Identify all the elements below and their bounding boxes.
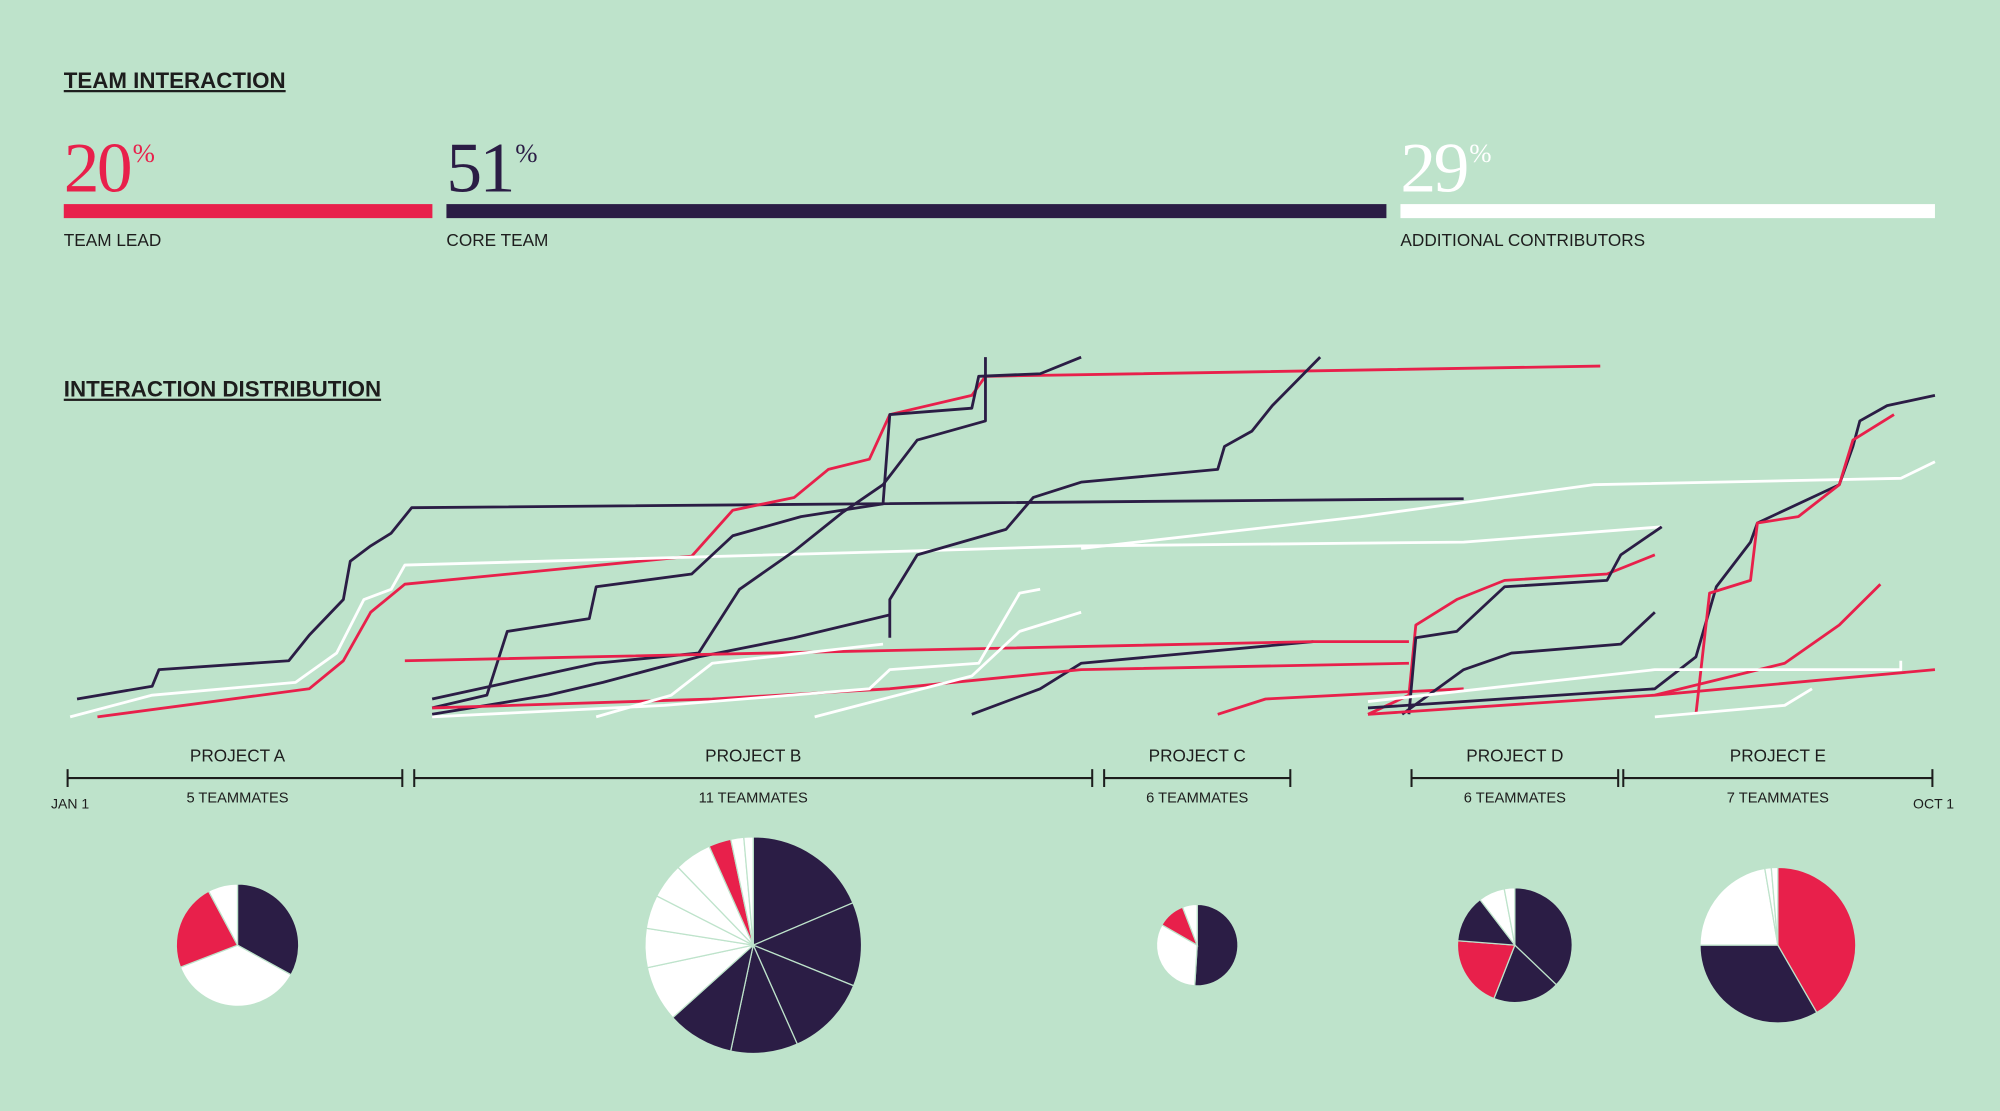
pie-slice [1699, 867, 1779, 946]
pie-slice [1699, 944, 1818, 1024]
interaction-line [1367, 668, 1936, 716]
project-name: PROJECT A [190, 745, 286, 765]
teammate-count: 7 TEAMMATES [1727, 790, 1829, 806]
pie-slice [1777, 866, 1857, 1014]
teammate-count: 11 TEAMMATES [699, 790, 808, 806]
share-bar [446, 204, 1387, 219]
project-name: PROJECT D [1466, 745, 1563, 765]
interaction-line [431, 357, 987, 701]
percent-value: 29 [1400, 128, 1466, 207]
teammate-count: 6 TEAMMATES [1146, 790, 1248, 806]
interaction-line [97, 364, 1601, 719]
project-name: PROJECT B [705, 745, 801, 765]
pie-slice [1194, 903, 1239, 987]
segment-label: CORE TEAM [446, 230, 548, 250]
percent-value: 51 [446, 128, 512, 207]
interaction-line [432, 661, 1409, 710]
interaction-line [814, 610, 1082, 719]
interaction-line [432, 587, 1041, 719]
interaction-line [69, 525, 1662, 719]
pie-slice [1155, 923, 1198, 987]
interaction-line [1694, 413, 1895, 715]
pie-slice [175, 890, 239, 969]
percent-unit: % [1469, 138, 1491, 168]
pie-slice [751, 902, 863, 987]
interaction-line [1401, 611, 1656, 716]
pie-slice [1503, 887, 1516, 946]
section-title: TEAM INTERACTION [64, 68, 286, 93]
section-title: INTERACTION DISTRIBUTION [64, 377, 381, 402]
share-bar [63, 204, 433, 219]
percent-unit: % [133, 138, 155, 168]
pie-slice [1456, 940, 1516, 1000]
segment-label: TEAM LEAD [64, 230, 162, 250]
interaction-line [404, 640, 1409, 663]
axis-start-label: JAN 1 [51, 796, 89, 812]
pie-slice [743, 836, 754, 946]
project-name: PROJECT C [1149, 745, 1246, 765]
percent-unit: % [515, 138, 537, 168]
interaction-line [1367, 660, 1903, 703]
interaction-line [1367, 553, 1656, 716]
pie-slice [236, 883, 300, 976]
teammate-count: 6 TEAMMATES [1464, 790, 1566, 806]
interaction-line [888, 356, 1322, 638]
pie-slice [179, 944, 292, 1007]
interaction-line [431, 355, 1082, 710]
interaction-line [1654, 687, 1813, 719]
interaction-line [1407, 525, 1663, 715]
pie-slice [752, 836, 854, 947]
interaction-line [76, 497, 1464, 701]
interaction-line [1654, 583, 1882, 697]
interaction-line [431, 613, 891, 716]
interaction-line [971, 640, 1314, 716]
interaction-line [1217, 687, 1464, 716]
pie-slice [207, 883, 239, 946]
pie-slice [752, 943, 855, 1045]
pie-slice [1181, 903, 1198, 946]
project-name: PROJECT E [1730, 745, 1826, 765]
segment-label: ADDITIONAL CONTRIBUTORS [1400, 230, 1645, 250]
interaction-line [595, 642, 884, 719]
axis-end-label: OCT 1 [1913, 796, 1954, 812]
interaction-line [1080, 460, 1936, 550]
pie-slice [1770, 866, 1779, 946]
percent-value: 20 [64, 128, 130, 207]
teammate-count: 5 TEAMMATES [186, 790, 288, 806]
pie-slice [1514, 887, 1573, 986]
share-bar [1400, 204, 1935, 219]
